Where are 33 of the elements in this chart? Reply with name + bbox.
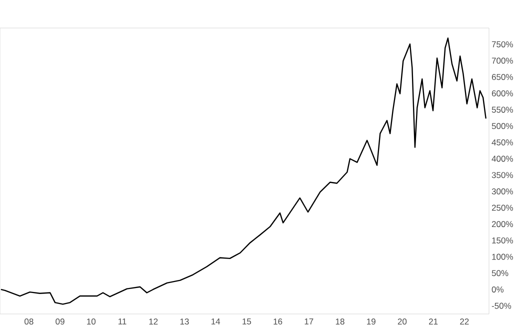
y-tick-label: 200% (492, 221, 513, 228)
x-tick-label: 16 (274, 318, 282, 325)
y-tick-label: 0% (492, 286, 504, 292)
y-tick-label: 150% (492, 237, 513, 244)
x-tick-label: 20 (398, 318, 407, 325)
y-tick-label: 250% (492, 204, 513, 211)
x-tick-label: 10 (87, 318, 96, 325)
x-tick-label: 17 (304, 318, 314, 324)
y-tick-label: 500% (492, 123, 513, 130)
x-tick-label: 08 (24, 318, 34, 325)
x-tick-label: 21 (429, 318, 438, 324)
y-tick-label: 600% (492, 90, 513, 96)
x-tick-label: 11 (118, 318, 126, 324)
y-tick-label: 750% (492, 41, 513, 48)
y-tick-label: 650% (492, 74, 513, 80)
y-tick-label: 550% (492, 106, 513, 113)
x-tick-label: 12 (149, 318, 158, 324)
y-tick-label: 50% (492, 270, 508, 276)
y-tick-label: 400% (492, 156, 513, 162)
x-tick-label: 19 (367, 318, 376, 325)
y-tick-label: -50% (492, 302, 512, 309)
y-tick-label: 450% (492, 139, 513, 146)
x-tick-label: 15 (242, 318, 252, 324)
x-tick-label: 13 (180, 318, 189, 325)
x-tick-label: 09 (56, 318, 64, 325)
x-tick-label: 14 (211, 318, 220, 324)
line-series (0, 38, 486, 305)
y-tick-label: 350% (492, 172, 513, 178)
y-tick-label: 100% (492, 254, 513, 260)
y-tick-label: 700% (492, 58, 513, 64)
x-tick-label: 22 (460, 318, 469, 324)
y-tick-label: 300% (492, 188, 513, 194)
x-tick-label: 18 (336, 318, 344, 325)
